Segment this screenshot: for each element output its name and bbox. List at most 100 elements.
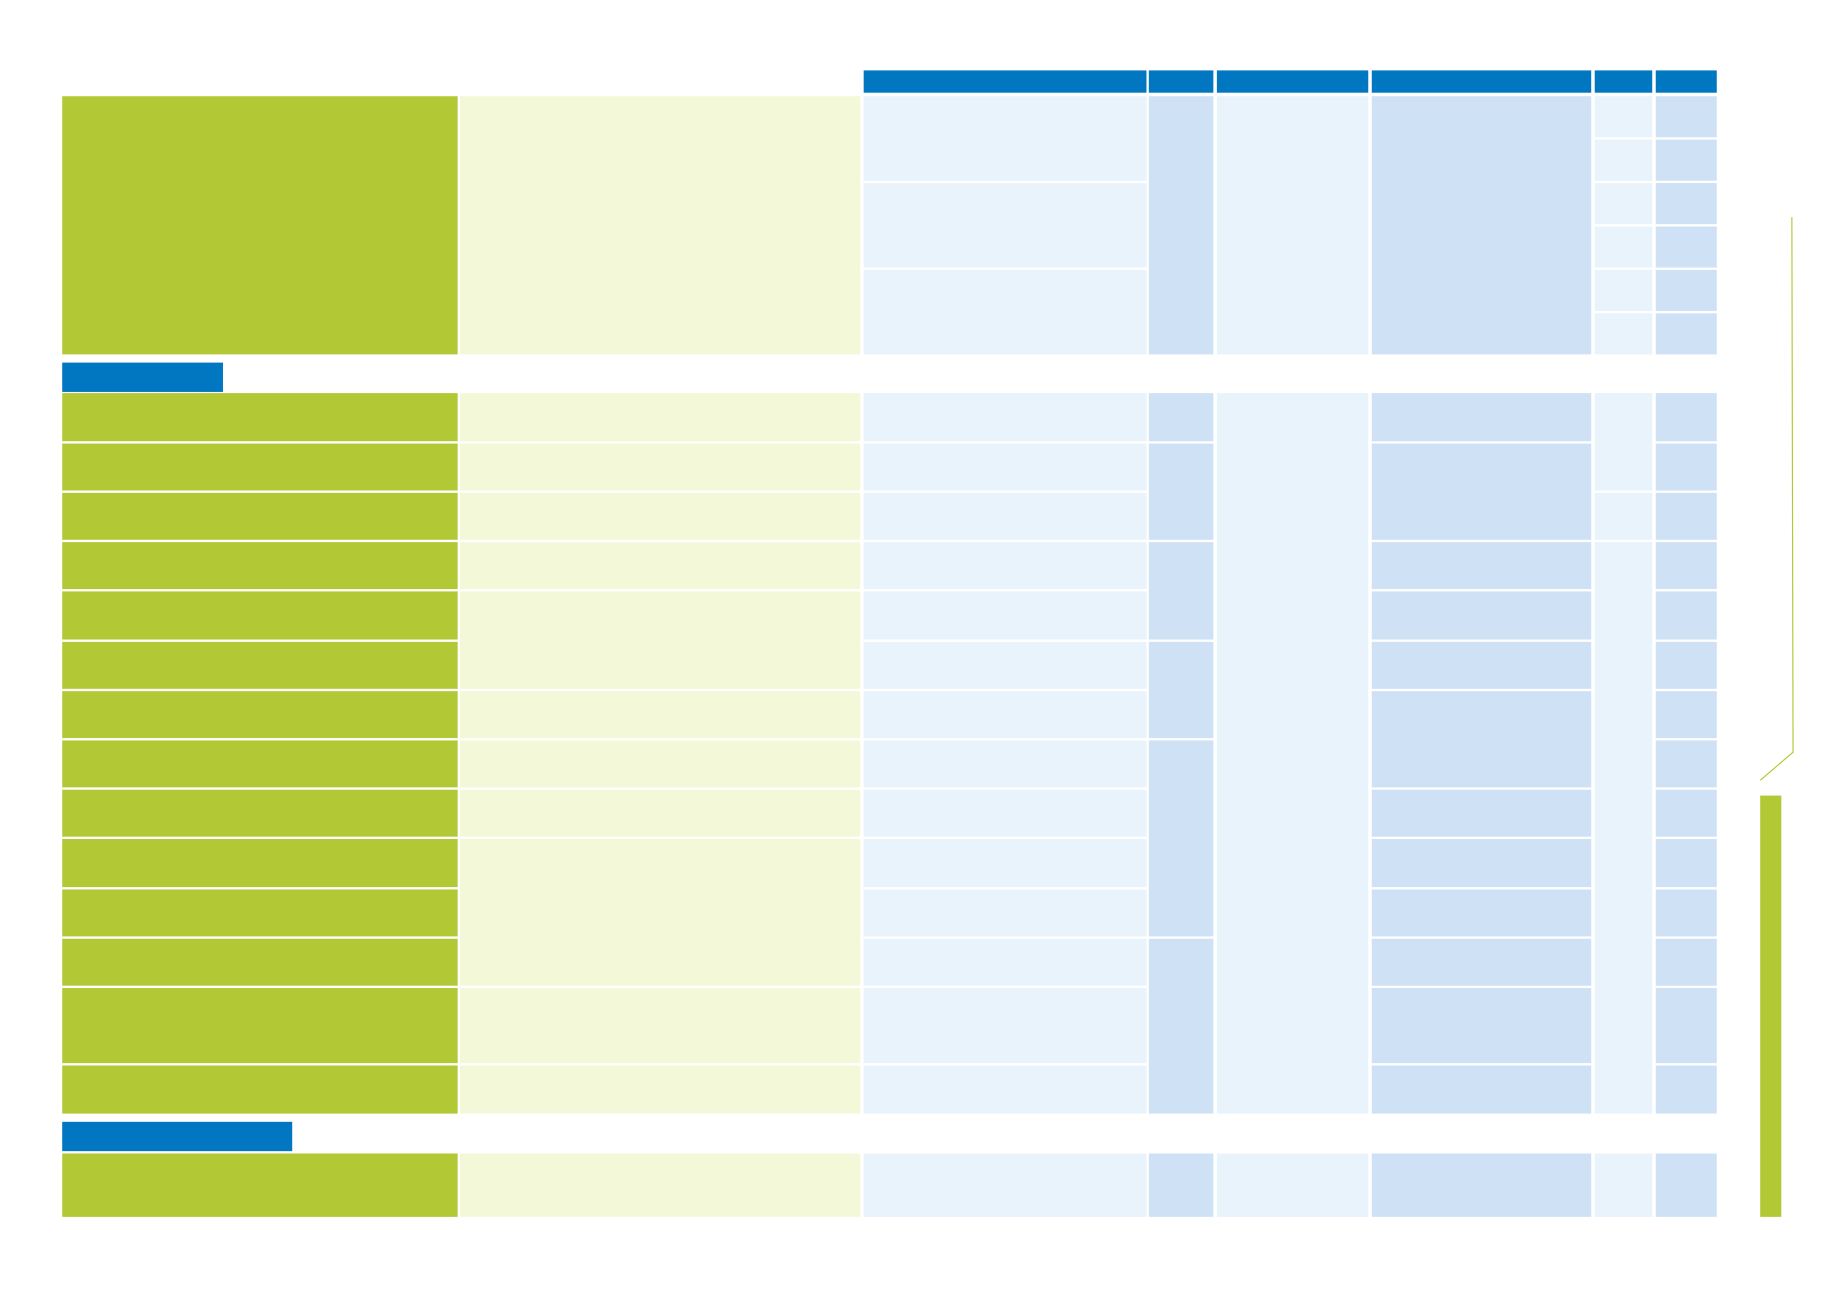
table-cell bbox=[1655, 139, 1717, 181]
table-cell bbox=[460, 1153, 861, 1217]
table-cell bbox=[62, 988, 458, 1064]
table-cell bbox=[460, 443, 861, 491]
table-cell bbox=[460, 839, 861, 986]
header-cell bbox=[1148, 70, 1214, 93]
table-cell bbox=[863, 889, 1147, 937]
side-bar bbox=[1760, 795, 1782, 1217]
table-cell bbox=[460, 789, 861, 837]
table-cell bbox=[62, 889, 458, 937]
table-cell bbox=[863, 1065, 1147, 1114]
table-cell bbox=[863, 1153, 1147, 1217]
table-cell bbox=[62, 839, 458, 888]
table-cell bbox=[1371, 542, 1592, 590]
table-cell bbox=[1371, 591, 1592, 640]
table-cell bbox=[1371, 1153, 1592, 1217]
table-cell bbox=[62, 443, 458, 491]
table-cell bbox=[1594, 542, 1653, 1114]
table-cell bbox=[62, 740, 458, 788]
table-cell bbox=[863, 691, 1147, 739]
table-cell bbox=[1371, 938, 1592, 986]
table-cell bbox=[1148, 96, 1214, 355]
table-cell bbox=[1594, 139, 1653, 181]
table-cell bbox=[863, 443, 1147, 491]
table-cell bbox=[863, 269, 1147, 355]
header-cell bbox=[1655, 70, 1717, 93]
table-cell bbox=[1594, 1153, 1653, 1217]
table-cell bbox=[460, 492, 861, 540]
table-cell bbox=[1216, 393, 1369, 1114]
table-cell bbox=[1148, 443, 1214, 540]
table-cell bbox=[1594, 226, 1653, 268]
table-cell bbox=[62, 1153, 458, 1217]
table-cell bbox=[1216, 96, 1369, 355]
table-cell bbox=[1655, 1153, 1717, 1217]
table-cell bbox=[863, 591, 1147, 640]
table-cell bbox=[1594, 96, 1653, 138]
table-cell bbox=[863, 641, 1147, 689]
table-cell bbox=[1655, 740, 1717, 788]
table-cell bbox=[1371, 839, 1592, 888]
table-cell bbox=[863, 988, 1147, 1064]
table-cell bbox=[863, 789, 1147, 837]
table-cell bbox=[1594, 393, 1653, 491]
table-cell bbox=[1148, 740, 1214, 937]
table-cell bbox=[1655, 691, 1717, 739]
table-cell bbox=[1655, 226, 1717, 268]
table-cell bbox=[1655, 393, 1717, 442]
table-cell bbox=[1148, 938, 1214, 1114]
table-cell bbox=[62, 492, 458, 540]
table-cell bbox=[1655, 641, 1717, 689]
table-cell bbox=[1371, 443, 1592, 540]
table-cell bbox=[62, 691, 458, 739]
table-cell bbox=[1655, 1065, 1717, 1114]
table-cell bbox=[460, 96, 861, 355]
table-cell bbox=[1148, 641, 1214, 739]
table-cell bbox=[62, 591, 458, 640]
table-cell bbox=[1655, 938, 1717, 986]
table-cell bbox=[863, 542, 1147, 590]
header-cell bbox=[1371, 70, 1592, 93]
table-cell bbox=[863, 492, 1147, 540]
table-cell bbox=[1655, 492, 1717, 540]
table-cell bbox=[1655, 889, 1717, 937]
section-tab bbox=[62, 362, 223, 392]
table-cell bbox=[460, 542, 861, 590]
table-cell bbox=[62, 542, 458, 590]
table-cell bbox=[460, 1065, 861, 1114]
table-cell bbox=[1655, 313, 1717, 355]
table-cell bbox=[62, 1065, 458, 1114]
table-cell bbox=[1371, 96, 1592, 355]
table-cell bbox=[1148, 1153, 1214, 1217]
table-cell bbox=[62, 393, 458, 442]
table-cell bbox=[1371, 988, 1592, 1064]
table-cell bbox=[460, 740, 861, 788]
table-cell bbox=[1655, 591, 1717, 640]
table-cell bbox=[62, 789, 458, 837]
table-cell bbox=[1655, 443, 1717, 491]
table-cell bbox=[863, 839, 1147, 888]
table-cell bbox=[863, 183, 1147, 268]
table-cell bbox=[460, 988, 861, 1064]
table-cell bbox=[1594, 269, 1653, 311]
header-cell bbox=[863, 70, 1147, 93]
table-cell bbox=[863, 96, 1147, 181]
table-cell bbox=[1655, 789, 1717, 837]
table-cell bbox=[460, 393, 861, 442]
table-cell bbox=[1594, 183, 1653, 225]
table-cell bbox=[1655, 839, 1717, 888]
table-cell bbox=[1148, 542, 1214, 640]
header-cell bbox=[1216, 70, 1369, 93]
table-cell bbox=[1655, 269, 1717, 311]
table-cell bbox=[1655, 988, 1717, 1064]
table-cell bbox=[1371, 641, 1592, 689]
table-cell bbox=[62, 641, 458, 689]
table-cell bbox=[863, 938, 1147, 986]
table-cell bbox=[1371, 393, 1592, 442]
section-tab bbox=[62, 1121, 293, 1152]
table-cell bbox=[1148, 393, 1214, 442]
table-cell bbox=[1655, 542, 1717, 590]
table-cell bbox=[1216, 1153, 1369, 1217]
table-cell bbox=[1655, 183, 1717, 225]
